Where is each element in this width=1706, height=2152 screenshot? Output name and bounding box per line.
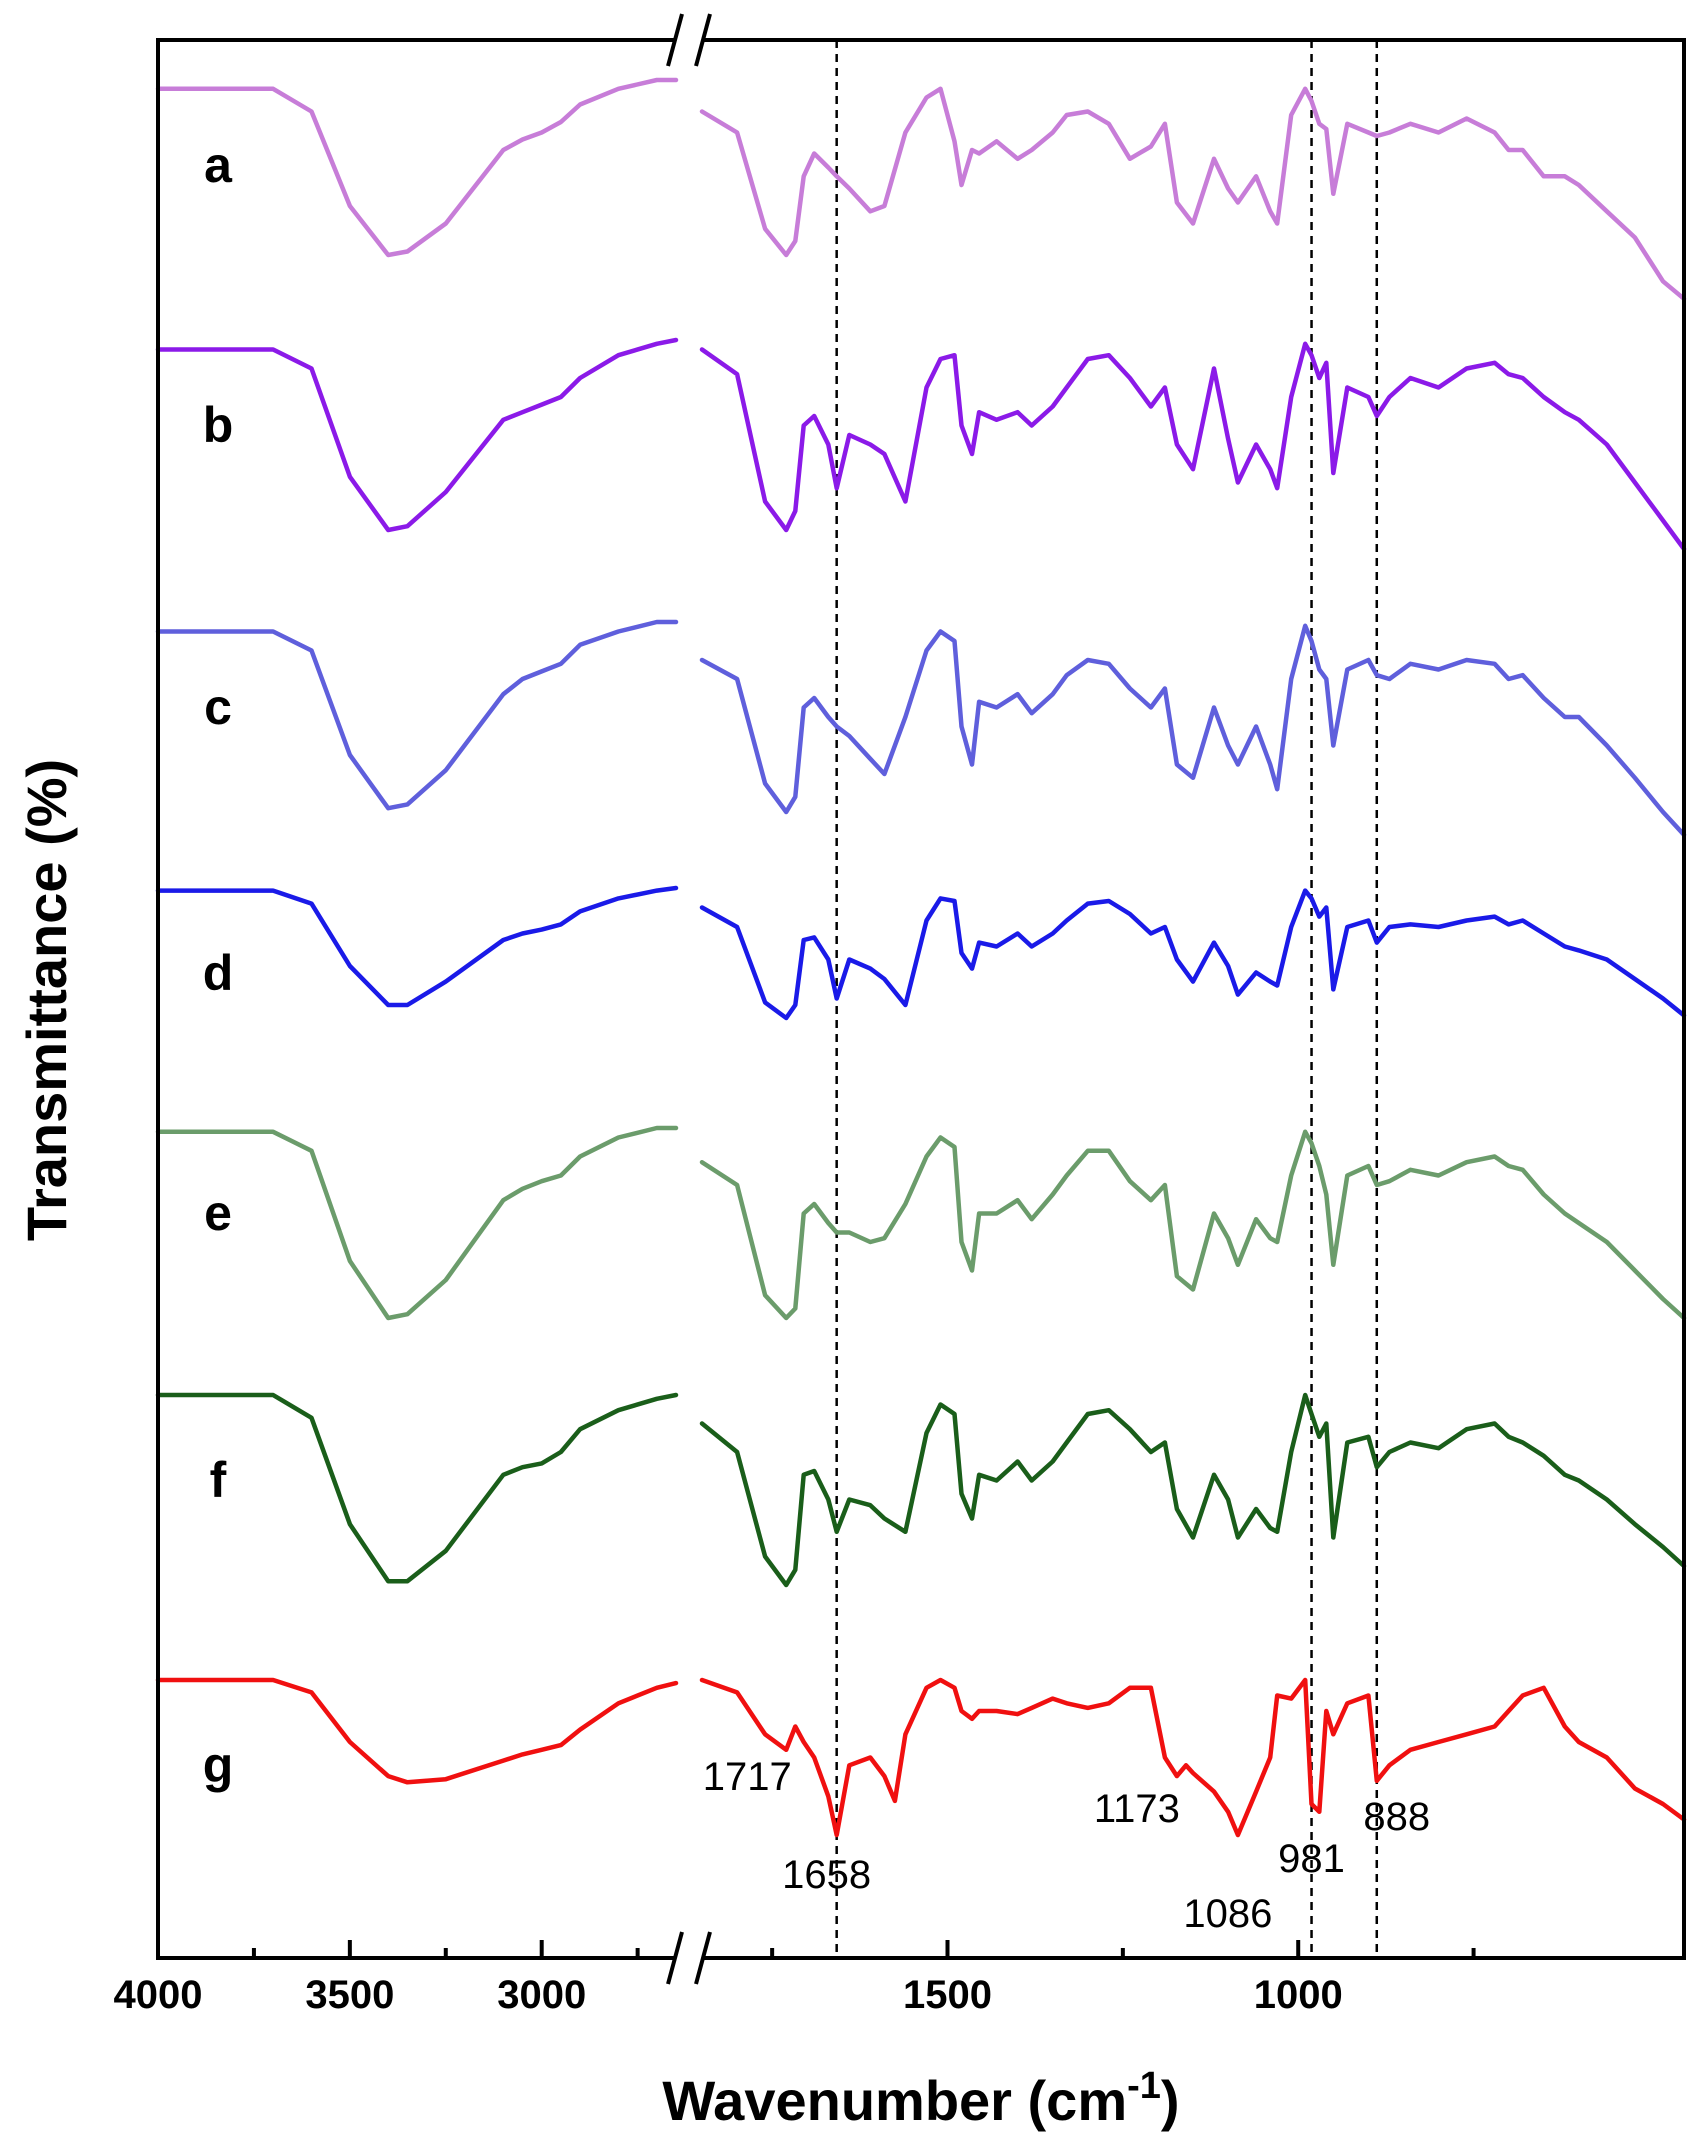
- peak-label-1173: 1173: [1094, 1787, 1180, 1831]
- break-gap-bottom: [676, 1952, 702, 1964]
- tick-label-1500: 1500: [903, 1973, 992, 2017]
- series-label-c: c: [204, 679, 232, 735]
- peak-label-1658: 1658: [782, 1853, 871, 1897]
- peak-label-981: 981: [1278, 1837, 1345, 1881]
- series-label-e: e: [204, 1185, 232, 1241]
- y-axis-title: Transmittance (%): [15, 759, 78, 1241]
- break-gap-top: [676, 34, 702, 46]
- tick-label-3500: 3500: [305, 1973, 394, 2017]
- tick-label-1000: 1000: [1254, 1973, 1343, 2017]
- series-label-g: g: [203, 1737, 234, 1793]
- series-label-b: b: [203, 397, 234, 453]
- x-axis-title: Wavenumber (cm-1): [662, 2065, 1179, 2132]
- series-label-d: d: [203, 945, 234, 1001]
- series-label-f: f: [210, 1452, 227, 1508]
- x-axis-title-close: ): [1161, 2069, 1180, 2132]
- peak-label-1086: 1086: [1183, 1892, 1272, 1936]
- tick-label-3000: 3000: [497, 1973, 586, 2017]
- chart-background: [0, 0, 1706, 2152]
- peak-label-888: 888: [1363, 1795, 1430, 1839]
- series-label-a: a: [204, 137, 233, 193]
- ftir-chart: a b c d e f g 1717 1658 1173 1086981 888 4000 3500 3…: [0, 0, 1706, 2152]
- x-axis-title-main: Wavenumber (cm: [662, 2069, 1127, 2132]
- x-axis-title-sup: -1: [1127, 2065, 1161, 2107]
- tick-label-4000: 4000: [114, 1973, 203, 2017]
- peak-label-1717: 1717: [703, 1755, 792, 1799]
